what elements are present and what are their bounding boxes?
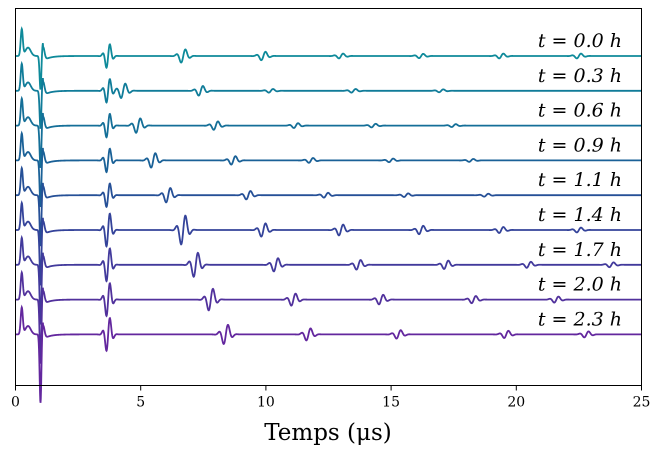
series-label: t = 2.3 h <box>538 308 622 330</box>
series-label: t = 2.0 h <box>538 274 622 296</box>
series-line <box>15 200 642 286</box>
series-line <box>15 304 642 403</box>
series-line <box>15 95 642 169</box>
series-line <box>15 165 642 247</box>
plot-frame <box>15 8 642 386</box>
trace-labels-group: t = 0.0 h t = 0.3 h t = 0.6 h t = 0.9 h t = … <box>538 30 622 330</box>
series-line <box>15 60 642 129</box>
series-line <box>15 26 642 90</box>
x-tick-label: 20 <box>507 395 525 411</box>
series-label: t = 0.9 h <box>538 134 622 156</box>
x-tick-label: 0 <box>11 395 20 411</box>
series-label: t = 1.7 h <box>538 239 622 261</box>
series-label: t = 1.1 h <box>538 169 622 191</box>
series-line <box>15 130 642 208</box>
series-line <box>15 234 642 325</box>
x-axis-label: Temps (μs) <box>264 420 392 446</box>
x-tick-label: 10 <box>257 395 275 411</box>
x-tick-label: 5 <box>136 395 145 411</box>
traces-group <box>15 26 642 403</box>
series-label: t = 1.4 h <box>538 204 622 226</box>
series-label: t = 0.0 h <box>538 30 622 52</box>
series-label: t = 0.6 h <box>538 100 622 122</box>
series-line <box>15 269 642 364</box>
series-label: t = 0.3 h <box>538 65 622 87</box>
x-ticks-group: 0 5 10 15 20 25 <box>11 385 651 411</box>
x-tick-label: 15 <box>382 395 400 411</box>
x-tick-label: 25 <box>633 395 651 411</box>
